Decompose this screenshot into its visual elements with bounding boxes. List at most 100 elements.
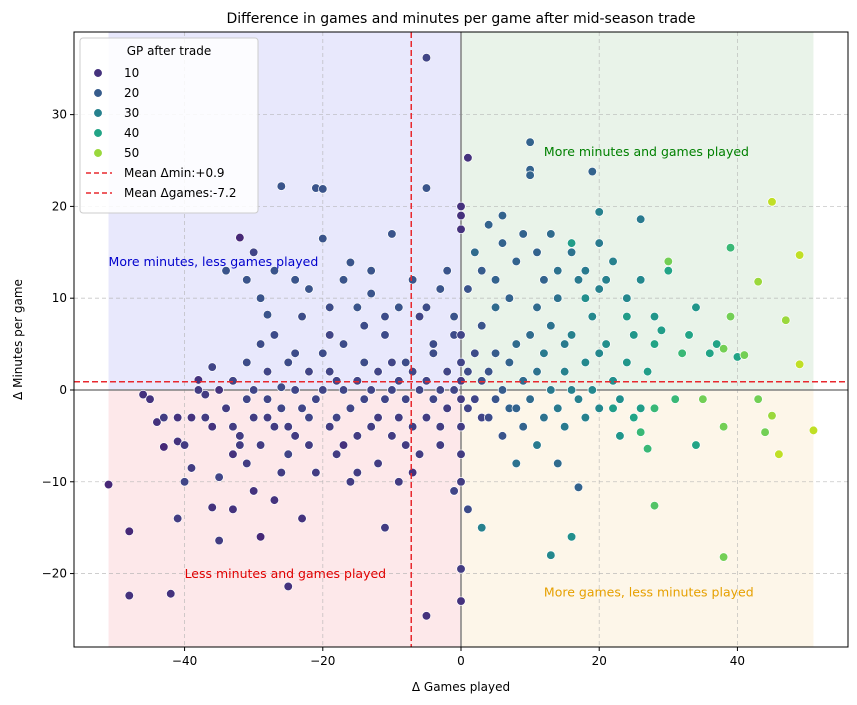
quadrant-annotation: More minutes, less games played — [109, 254, 319, 269]
scatter-point — [629, 412, 639, 423]
scatter-point — [407, 467, 418, 478]
scatter-point — [573, 482, 584, 492]
scatter-point — [608, 403, 618, 413]
scatter-point — [235, 431, 245, 441]
scatter-point — [712, 339, 722, 349]
scatter-point — [725, 311, 736, 322]
scatter-point — [456, 210, 466, 221]
scatter-point — [594, 207, 604, 217]
scatter-point — [145, 394, 155, 404]
scatter-point — [235, 440, 245, 450]
scatter-point — [249, 385, 259, 395]
x-tick-label: 40 — [730, 654, 745, 668]
scatter-point — [338, 275, 349, 285]
scatter-point — [794, 359, 805, 369]
scatter-point — [483, 220, 494, 230]
scatter-point — [636, 214, 646, 224]
scatter-point — [490, 275, 501, 285]
scatter-point — [228, 376, 238, 386]
scatter-point — [345, 403, 356, 413]
scatter-point — [255, 532, 266, 542]
scatter-point — [580, 293, 591, 303]
scatter-point — [691, 302, 701, 313]
scatter-point — [435, 284, 445, 294]
scatter-point — [387, 385, 397, 395]
scatter-point — [269, 330, 280, 340]
scatter-point — [601, 275, 611, 285]
x-tick-label: 0 — [457, 654, 465, 668]
scatter-point — [642, 366, 653, 377]
scatter-point — [394, 376, 404, 386]
legend-label: 30 — [124, 106, 139, 120]
scatter-point — [380, 311, 390, 322]
scatter-point — [262, 310, 273, 320]
scatter-point — [394, 477, 404, 487]
scatter-point — [622, 311, 632, 322]
scatter-point — [214, 472, 224, 482]
scatter-point — [608, 256, 618, 267]
scatter-point — [331, 376, 342, 386]
legend-box — [79, 37, 259, 214]
scatter-point — [691, 440, 701, 450]
scatter-point — [235, 232, 245, 243]
quadrant-upper-right — [461, 32, 814, 390]
scatter-point — [760, 427, 770, 437]
scatter-point — [276, 181, 286, 191]
scatter-point — [401, 394, 411, 404]
scatter-point — [421, 183, 432, 193]
scatter-point — [649, 311, 660, 322]
scatter-point — [318, 184, 328, 194]
scatter-point — [373, 366, 383, 377]
scatter-point — [373, 412, 383, 423]
scatter-point — [401, 357, 411, 368]
scatter-point — [297, 311, 307, 322]
scatter-point — [649, 339, 660, 349]
scatter-point — [483, 366, 494, 377]
scatter-point — [345, 257, 356, 268]
scatter-point — [525, 394, 535, 404]
scatter-point — [470, 247, 480, 257]
scatter-point — [477, 321, 487, 331]
scatter-point — [670, 394, 680, 404]
scatter-point — [518, 422, 528, 432]
y-tick-label: −20 — [42, 567, 67, 581]
scatter-point — [283, 422, 293, 432]
scatter-point — [560, 339, 570, 349]
scatter-point — [718, 344, 729, 354]
scatter-point — [525, 330, 535, 340]
scatter-point — [456, 564, 466, 574]
scatter-point — [483, 412, 494, 423]
scatter-point — [781, 315, 791, 325]
scatter-point — [366, 385, 376, 395]
scatter-point — [808, 425, 819, 436]
scatter-point — [705, 348, 715, 358]
scatter-point — [435, 385, 445, 395]
scatter-point — [166, 589, 176, 599]
scatter-point — [594, 403, 604, 413]
scatter-point — [649, 500, 660, 511]
scatter-point — [636, 427, 646, 437]
scatter-point — [421, 611, 432, 621]
scatter-point — [352, 467, 362, 478]
scatter-point — [297, 403, 307, 413]
scatter-point — [532, 247, 542, 257]
scatter-point — [463, 284, 473, 294]
scatter-point — [767, 411, 777, 421]
scatter-point — [546, 321, 556, 331]
scatter-point — [331, 449, 342, 459]
scatter-point — [179, 477, 190, 487]
scatter-point — [477, 266, 487, 276]
scatter-point — [470, 394, 480, 404]
chart-title: Difference in games and minutes per game… — [226, 11, 695, 27]
scatter-point — [642, 444, 653, 454]
y-tick-label: −10 — [42, 475, 67, 489]
scatter-point — [290, 385, 300, 395]
scatter-point — [352, 376, 362, 386]
scatter-point — [511, 256, 521, 267]
quadrant-annotation: More games, less minutes played — [544, 584, 754, 599]
scatter-point — [477, 376, 487, 386]
scatter-point — [193, 385, 204, 395]
scatter-point — [560, 422, 570, 432]
scatter-point — [490, 348, 501, 358]
